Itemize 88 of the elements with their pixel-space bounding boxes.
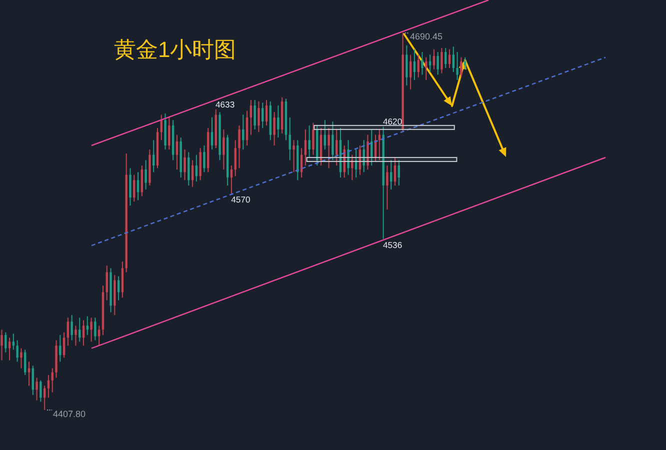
candlestick <box>258 100 260 133</box>
candlestick <box>440 48 443 74</box>
candlestick <box>328 128 330 169</box>
candlestick <box>409 54 412 90</box>
candlestick <box>292 140 295 173</box>
candlestick <box>78 317 81 342</box>
candlestick <box>273 112 276 146</box>
candlestick <box>28 361 30 386</box>
candlestick <box>62 332 66 358</box>
candlestick <box>36 377 38 401</box>
candlestick <box>51 368 54 393</box>
candlestick <box>242 114 244 150</box>
candlestick <box>464 56 466 70</box>
candlestick <box>358 144 362 176</box>
candlestick <box>398 160 400 186</box>
annotation: 4536 <box>383 240 402 250</box>
candlestick <box>351 154 354 181</box>
candlestick <box>94 317 96 341</box>
candlestick <box>308 124 310 158</box>
candlestick <box>386 164 388 210</box>
candlestick <box>222 128 225 170</box>
candlestick <box>234 140 236 177</box>
annotation: 4633 <box>216 100 235 110</box>
candlestick <box>8 337 11 361</box>
candlestick <box>456 52 458 81</box>
candlestick <box>210 116 214 150</box>
candlestick <box>304 128 307 166</box>
candlestick <box>106 265 108 301</box>
candlestick <box>230 164 233 194</box>
candlestick <box>203 144 206 173</box>
candlestick <box>168 116 170 150</box>
candlestick <box>347 140 350 176</box>
candlestick <box>129 168 132 206</box>
candlestick <box>406 44 408 86</box>
candlestick <box>16 340 18 362</box>
candlestick <box>444 48 447 69</box>
candlestick <box>250 100 252 136</box>
candlestick <box>24 349 26 376</box>
candlestick <box>98 325 100 346</box>
candlestick <box>332 120 334 161</box>
candlestick <box>335 128 338 166</box>
candlestick <box>74 325 77 346</box>
candlestick <box>354 148 358 178</box>
candlestick <box>66 317 70 346</box>
candlestick <box>59 334 62 362</box>
candlestick <box>86 316 89 336</box>
candlestick <box>12 333 15 350</box>
annotation: 4690.45 <box>410 32 443 42</box>
annotation: 4570 <box>231 194 251 205</box>
candlestick <box>432 48 436 70</box>
candlestick <box>417 54 420 78</box>
candlestick <box>428 54 432 73</box>
candlestick <box>0 329 3 361</box>
candlestick <box>133 174 136 202</box>
candlestick <box>191 160 194 188</box>
candlestick <box>40 380 42 402</box>
candlestick <box>20 348 22 369</box>
candlestick <box>188 152 190 186</box>
candlestick <box>176 134 178 170</box>
candlestick <box>394 156 396 186</box>
chart-title: 黄金1小时图 <box>114 37 236 62</box>
candlestick <box>436 52 439 76</box>
candlestick <box>4 332 7 353</box>
candlestick <box>117 276 120 301</box>
candlestick <box>265 100 268 126</box>
candlestick <box>136 172 140 201</box>
candlestick <box>288 116 291 161</box>
candlestick <box>362 140 365 173</box>
candlestick <box>312 122 314 156</box>
candlestick <box>140 164 144 197</box>
candlestick <box>452 46 455 73</box>
candlestick <box>47 374 50 398</box>
candlestick <box>448 48 451 69</box>
candlestick <box>421 52 424 76</box>
candlestick <box>90 317 92 342</box>
candlestick <box>277 104 280 138</box>
candlestick <box>262 102 264 129</box>
candlestick <box>82 320 85 346</box>
candlestick <box>70 314 73 341</box>
candlestick <box>246 110 248 146</box>
candlestick <box>144 160 147 190</box>
annotation: 4620 <box>383 116 402 126</box>
candlestick <box>238 124 240 169</box>
candlestick <box>390 160 392 190</box>
candlestick <box>254 100 256 130</box>
candlestick <box>184 148 186 181</box>
annotation: 4407.80 <box>53 409 86 419</box>
candlestick <box>460 56 462 78</box>
